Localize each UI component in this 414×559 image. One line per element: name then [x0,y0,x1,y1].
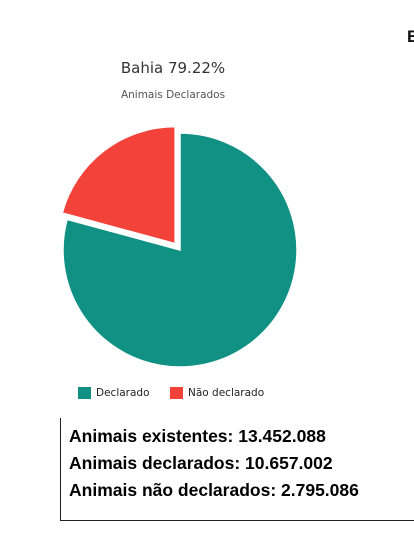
legend-label-declarado: Declarado [96,387,150,399]
stat-animais-nao-declarados: Animais não declarados: 2.795.086 [69,480,359,500]
pie-slice-n-o-declarado[interactable] [61,125,176,245]
pie-chart [61,125,298,368]
legend-label-nao-declarado: Não declarado [188,387,265,399]
chart-title: Bahia 79.22% [120,59,226,77]
stat-animais-existentes: Animais existentes: 13.452.088 [69,426,326,446]
legend-item-declarado[interactable]: Declarado [78,385,150,401]
chart-legend: Declarado Não declarado [0,385,346,401]
stat-animais-declarados: Animais declarados: 10.657.002 [69,453,333,473]
chart-subtitle: Animais Declarados [120,89,226,101]
legend-swatch-declarado [78,387,91,399]
pie-slice-declarado[interactable] [62,132,298,368]
legend-item-nao-declarado[interactable]: Não declarado [170,385,264,401]
legend-swatch-nao-declarado [170,387,183,399]
clipped-heading-letter: E [407,27,414,46]
stats-box: Animais existentes: 13.452.088 Animais d… [60,418,414,521]
